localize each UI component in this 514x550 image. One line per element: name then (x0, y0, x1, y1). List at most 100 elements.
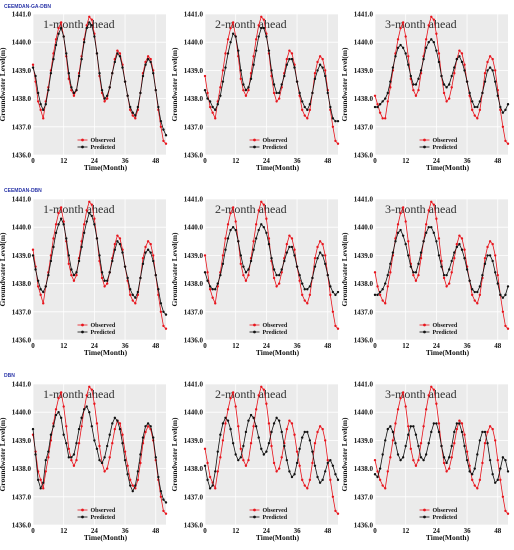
data-point-predicted (386, 91, 389, 95)
data-point-observed (254, 223, 258, 226)
data-point-predicted (36, 279, 40, 282)
data-point-predicted (111, 259, 114, 263)
data-point-predicted (111, 422, 114, 425)
data-point-observed (39, 108, 42, 112)
data-point-observed (136, 478, 140, 482)
y-tick-label: 1440.0 (184, 39, 204, 47)
x-tick-label: 48 (324, 527, 332, 535)
data-point-predicted (442, 456, 446, 459)
x-tick-label: 24 (91, 527, 99, 535)
data-point-predicted (121, 251, 124, 254)
x-tick-label: 48 (494, 527, 502, 535)
data-point-observed (226, 408, 230, 411)
data-point-observed (376, 470, 379, 473)
legend-label-predicted: Predicted (91, 515, 116, 521)
legend-marker-observed (253, 323, 256, 327)
x-tick-label: 12 (402, 527, 410, 535)
data-point-predicted (321, 254, 324, 257)
data-point-observed (334, 509, 337, 513)
data-point-predicted (435, 49, 438, 52)
data-point-predicted (422, 458, 425, 462)
data-point-observed (262, 203, 266, 206)
data-point-observed (331, 310, 335, 313)
data-point-predicted (231, 32, 235, 35)
data-point-predicted (381, 100, 384, 103)
y-axis-label: Groundwater Level(m) (340, 47, 349, 122)
data-point-predicted (277, 273, 281, 277)
data-point-observed (118, 422, 122, 425)
data-point-observed (463, 63, 466, 66)
data-point-observed (242, 458, 245, 462)
data-point-observed (424, 408, 428, 411)
data-point-predicted (399, 43, 402, 47)
data-point-predicted (407, 433, 410, 436)
y-tick-label: 1436.0 (12, 152, 32, 160)
legend-label-observed: Observed (433, 508, 458, 514)
y-tick-label: 1437.0 (12, 123, 32, 131)
legend-label-observed: Observed (263, 323, 288, 329)
data-point-observed (152, 254, 155, 257)
data-point-observed (447, 467, 451, 470)
legend-marker-observed (423, 508, 426, 512)
data-point-predicted (265, 450, 268, 453)
data-point-observed (384, 487, 387, 490)
data-point-predicted (440, 444, 443, 448)
data-point-predicted (126, 94, 129, 97)
data-point-predicted (93, 35, 96, 38)
data-point-observed (463, 248, 466, 251)
data-point-observed (506, 512, 510, 515)
data-point-predicted (396, 46, 400, 50)
data-point-observed (54, 38, 58, 41)
data-point-predicted (262, 453, 266, 456)
data-point-observed (270, 444, 273, 448)
data-point-observed (437, 422, 441, 425)
data-point-observed (447, 282, 451, 285)
data-point-predicted (203, 88, 207, 92)
data-point-observed (316, 245, 319, 249)
data-point-observed (285, 242, 289, 246)
data-point-observed (208, 288, 212, 291)
data-point-predicted (288, 470, 291, 473)
data-point-observed (221, 69, 225, 72)
data-point-predicted (82, 41, 86, 44)
data-point-observed (389, 86, 392, 89)
data-point-observed (239, 447, 243, 451)
data-point-predicted (154, 88, 157, 92)
data-point-observed (488, 425, 492, 428)
x-tick-label: 48 (152, 527, 160, 535)
data-point-observed (139, 461, 142, 465)
data-point-predicted (437, 254, 441, 257)
chart-title: 3-month ahead (385, 387, 457, 401)
data-point-observed (386, 285, 389, 288)
data-point-observed (389, 271, 392, 274)
data-point-observed (144, 430, 147, 434)
data-point-observed (316, 430, 319, 434)
data-point-predicted (481, 91, 484, 95)
data-point-predicted (494, 481, 497, 484)
legend-marker-observed (81, 323, 84, 327)
data-point-observed (67, 447, 71, 451)
data-point-predicted (417, 77, 420, 81)
data-point-observed (59, 21, 63, 24)
data-point-predicted (430, 38, 433, 41)
data-point-observed (285, 57, 289, 61)
data-point-observed (234, 220, 237, 223)
x-tick-label: 24 (263, 342, 271, 350)
data-point-observed (504, 324, 507, 328)
data-point-observed (473, 114, 476, 117)
x-tick-label: 24 (433, 157, 441, 165)
data-point-observed (260, 15, 263, 19)
data-point-observed (203, 447, 207, 451)
data-point-observed (211, 111, 214, 114)
data-point-predicted (134, 114, 137, 117)
data-point-predicted (108, 433, 111, 436)
data-point-predicted (447, 456, 451, 459)
data-point-observed (300, 293, 304, 297)
data-point-observed (224, 52, 227, 55)
data-point-observed (336, 142, 340, 145)
data-point-predicted (298, 91, 301, 95)
data-point-predicted (219, 273, 222, 277)
data-point-predicted (468, 91, 471, 95)
data-point-predicted (311, 450, 314, 453)
data-point-predicted (373, 293, 377, 297)
